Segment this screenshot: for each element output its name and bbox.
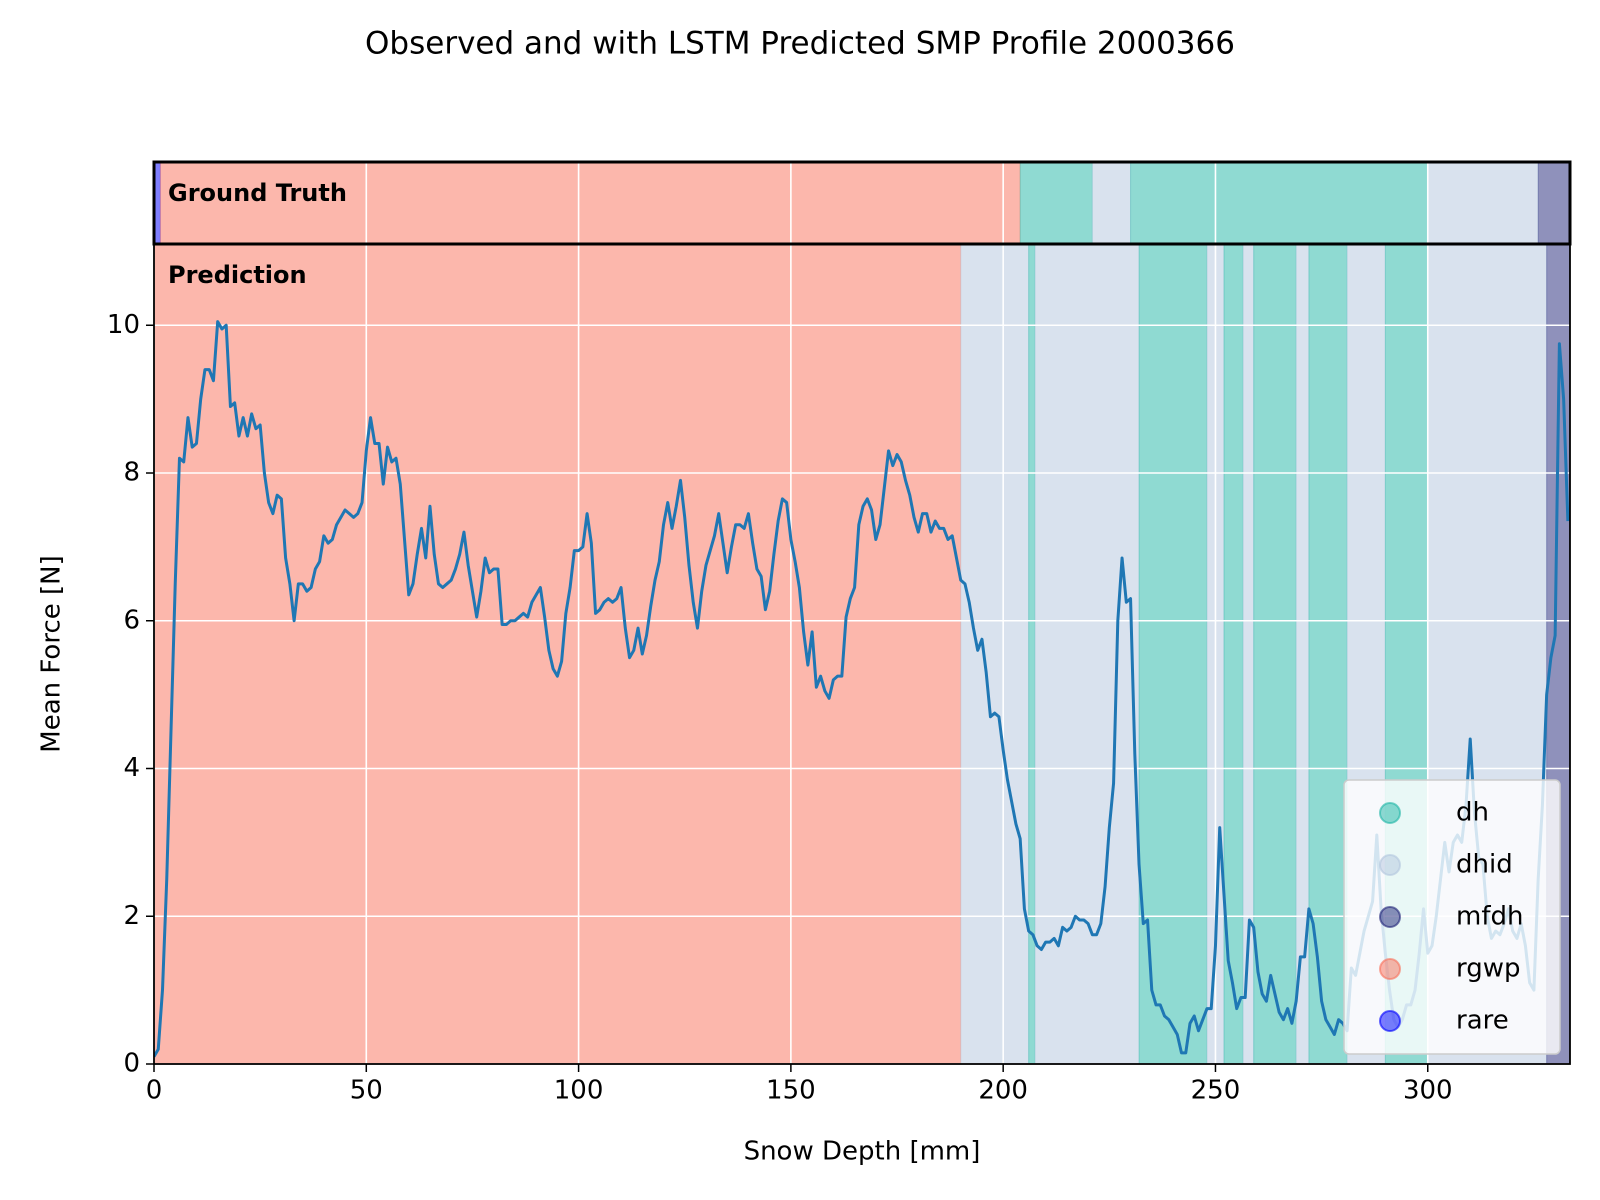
x-tick-label: 150 xyxy=(766,1076,816,1106)
prediction-band xyxy=(153,243,962,1065)
legend-label: dh xyxy=(1456,798,1489,828)
legend-marker xyxy=(1379,906,1401,928)
legend-label: rgwp xyxy=(1456,954,1521,984)
legend-label: dhid xyxy=(1456,850,1513,880)
legend-marker xyxy=(1379,1010,1401,1032)
x-tick-label: 100 xyxy=(554,1076,604,1106)
legend-label: rare xyxy=(1456,1006,1509,1036)
prediction-band xyxy=(1253,243,1297,1065)
truth-label: Ground Truth xyxy=(168,179,347,207)
x-axis-label: Snow Depth [mm] xyxy=(744,1137,981,1167)
force-line xyxy=(154,320,1570,1058)
truth-band xyxy=(1091,161,1132,245)
y-tick-label: 6 xyxy=(123,605,140,635)
plot-frame xyxy=(153,243,1571,1065)
legend-marker xyxy=(1379,802,1401,824)
legend-marker xyxy=(1379,854,1401,876)
truth-band xyxy=(1537,161,1571,245)
chart-title: Observed and with LSTM Predicted SMP Pro… xyxy=(365,26,1235,62)
x-tick-label: 50 xyxy=(350,1076,383,1106)
y-tick-label: 10 xyxy=(107,310,140,340)
plot-layer xyxy=(154,320,1570,1058)
y-tick-label: 2 xyxy=(123,901,140,931)
y-axis-label: Mean Force [N] xyxy=(37,555,67,752)
y-tick-label: 4 xyxy=(123,753,140,783)
legend-marker xyxy=(1379,958,1401,980)
y-tick-label: 0 xyxy=(123,1049,140,1079)
truth-band xyxy=(1427,161,1539,245)
prediction-label: Prediction xyxy=(168,261,307,289)
x-tick-label: 250 xyxy=(1191,1076,1241,1106)
x-tick-label: 300 xyxy=(1403,1076,1453,1106)
prediction-band xyxy=(960,243,1030,1065)
legend-label: mfdh xyxy=(1456,902,1523,932)
x-tick-label: 200 xyxy=(978,1076,1028,1106)
x-tick-label: 0 xyxy=(146,1076,163,1106)
prediction-band xyxy=(1138,243,1208,1065)
truth-band xyxy=(1019,161,1093,245)
legend-box xyxy=(1343,779,1561,1055)
y-tick-label: 8 xyxy=(123,458,140,488)
truth-band xyxy=(1130,161,1429,245)
